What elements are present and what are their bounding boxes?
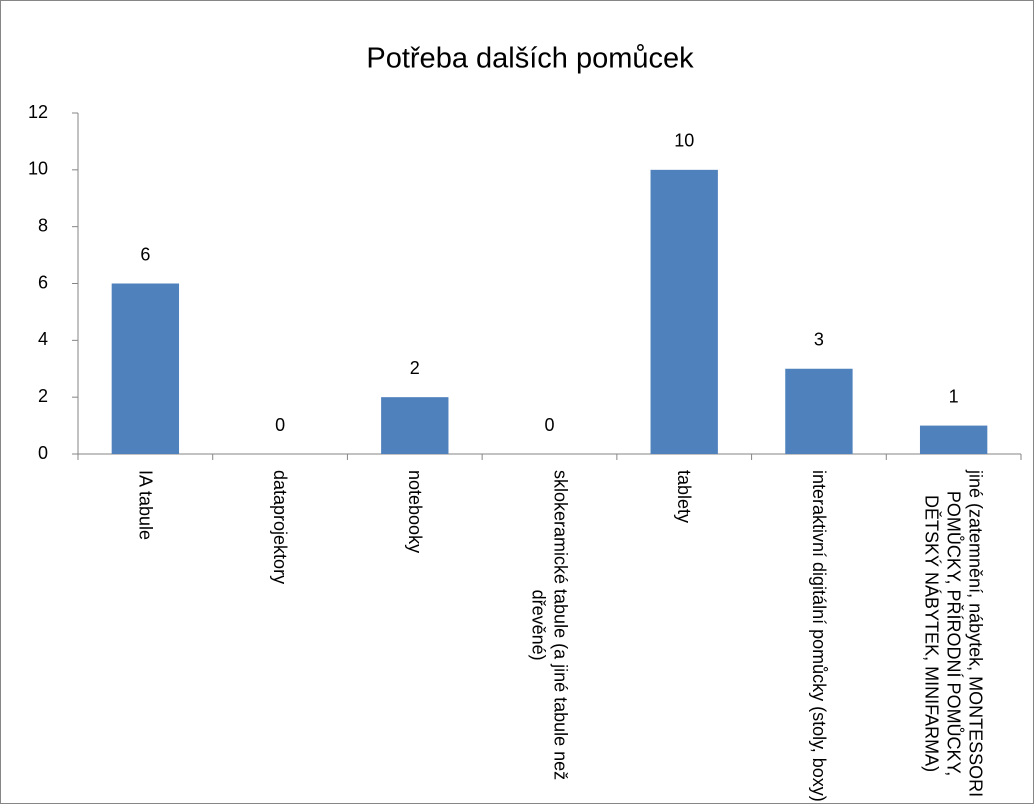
x-tick-label-line: IA tabule <box>135 470 155 540</box>
y-tick-label: 4 <box>38 329 48 349</box>
y-tick-label: 12 <box>28 102 48 122</box>
y-tick-label: 2 <box>38 386 48 406</box>
bar <box>919 425 988 454</box>
x-tick-label: notebooky <box>405 470 425 553</box>
x-tick-label-line: notebooky <box>405 470 425 553</box>
x-tick-label-line: dřevěné) <box>529 590 549 661</box>
x-tick-label: tablety <box>674 470 694 523</box>
data-label: 1 <box>949 386 959 406</box>
y-tick-label: 8 <box>38 215 48 235</box>
x-tick-label-line: tablety <box>674 470 694 523</box>
y-tick-label: 10 <box>28 159 48 179</box>
x-tick-label: jiné (zatemnění, nábytek, MONTESSORI POM… <box>922 469 986 802</box>
data-label: 6 <box>140 244 150 264</box>
bar <box>785 368 853 454</box>
x-tick-label-line: interaktivní digitální pomůcky (stoly, b… <box>809 470 829 802</box>
data-label: 3 <box>814 330 824 350</box>
x-tick-label-line: DĚTSKÝ NÁBYTEK, MINIFARMA) <box>922 495 942 772</box>
data-label: 10 <box>674 131 694 151</box>
data-label: 0 <box>275 415 285 435</box>
y-tick-label: 6 <box>38 272 48 292</box>
x-tick-label-line: POMŮCKY, PŘÍRODNÍ POMŮCKY, <box>944 491 965 781</box>
chart-title: Potřeba dalších pomůcek <box>366 43 694 75</box>
y-tick-label: 0 <box>38 443 48 463</box>
data-label: 0 <box>544 415 554 435</box>
bar <box>650 169 718 455</box>
x-tick-label: sklokeramické tabule (a jiné tabule než … <box>529 470 571 785</box>
data-label: 2 <box>410 358 420 378</box>
x-tick-label: interaktivní digitální pomůcky (stoly, b… <box>809 470 829 802</box>
x-tick-label-line: dataprojektory <box>270 470 290 584</box>
x-tick-label: IA tabule <box>135 470 155 540</box>
x-tick-label-line: sklokeramické tabule (a jiné tabule než <box>551 470 571 785</box>
bar <box>381 397 449 454</box>
x-tick-label-line: jiné (zatemnění, nábytek, MONTESSORI <box>966 469 986 802</box>
x-tick-label: dataprojektory <box>270 470 290 584</box>
bar <box>111 283 180 454</box>
